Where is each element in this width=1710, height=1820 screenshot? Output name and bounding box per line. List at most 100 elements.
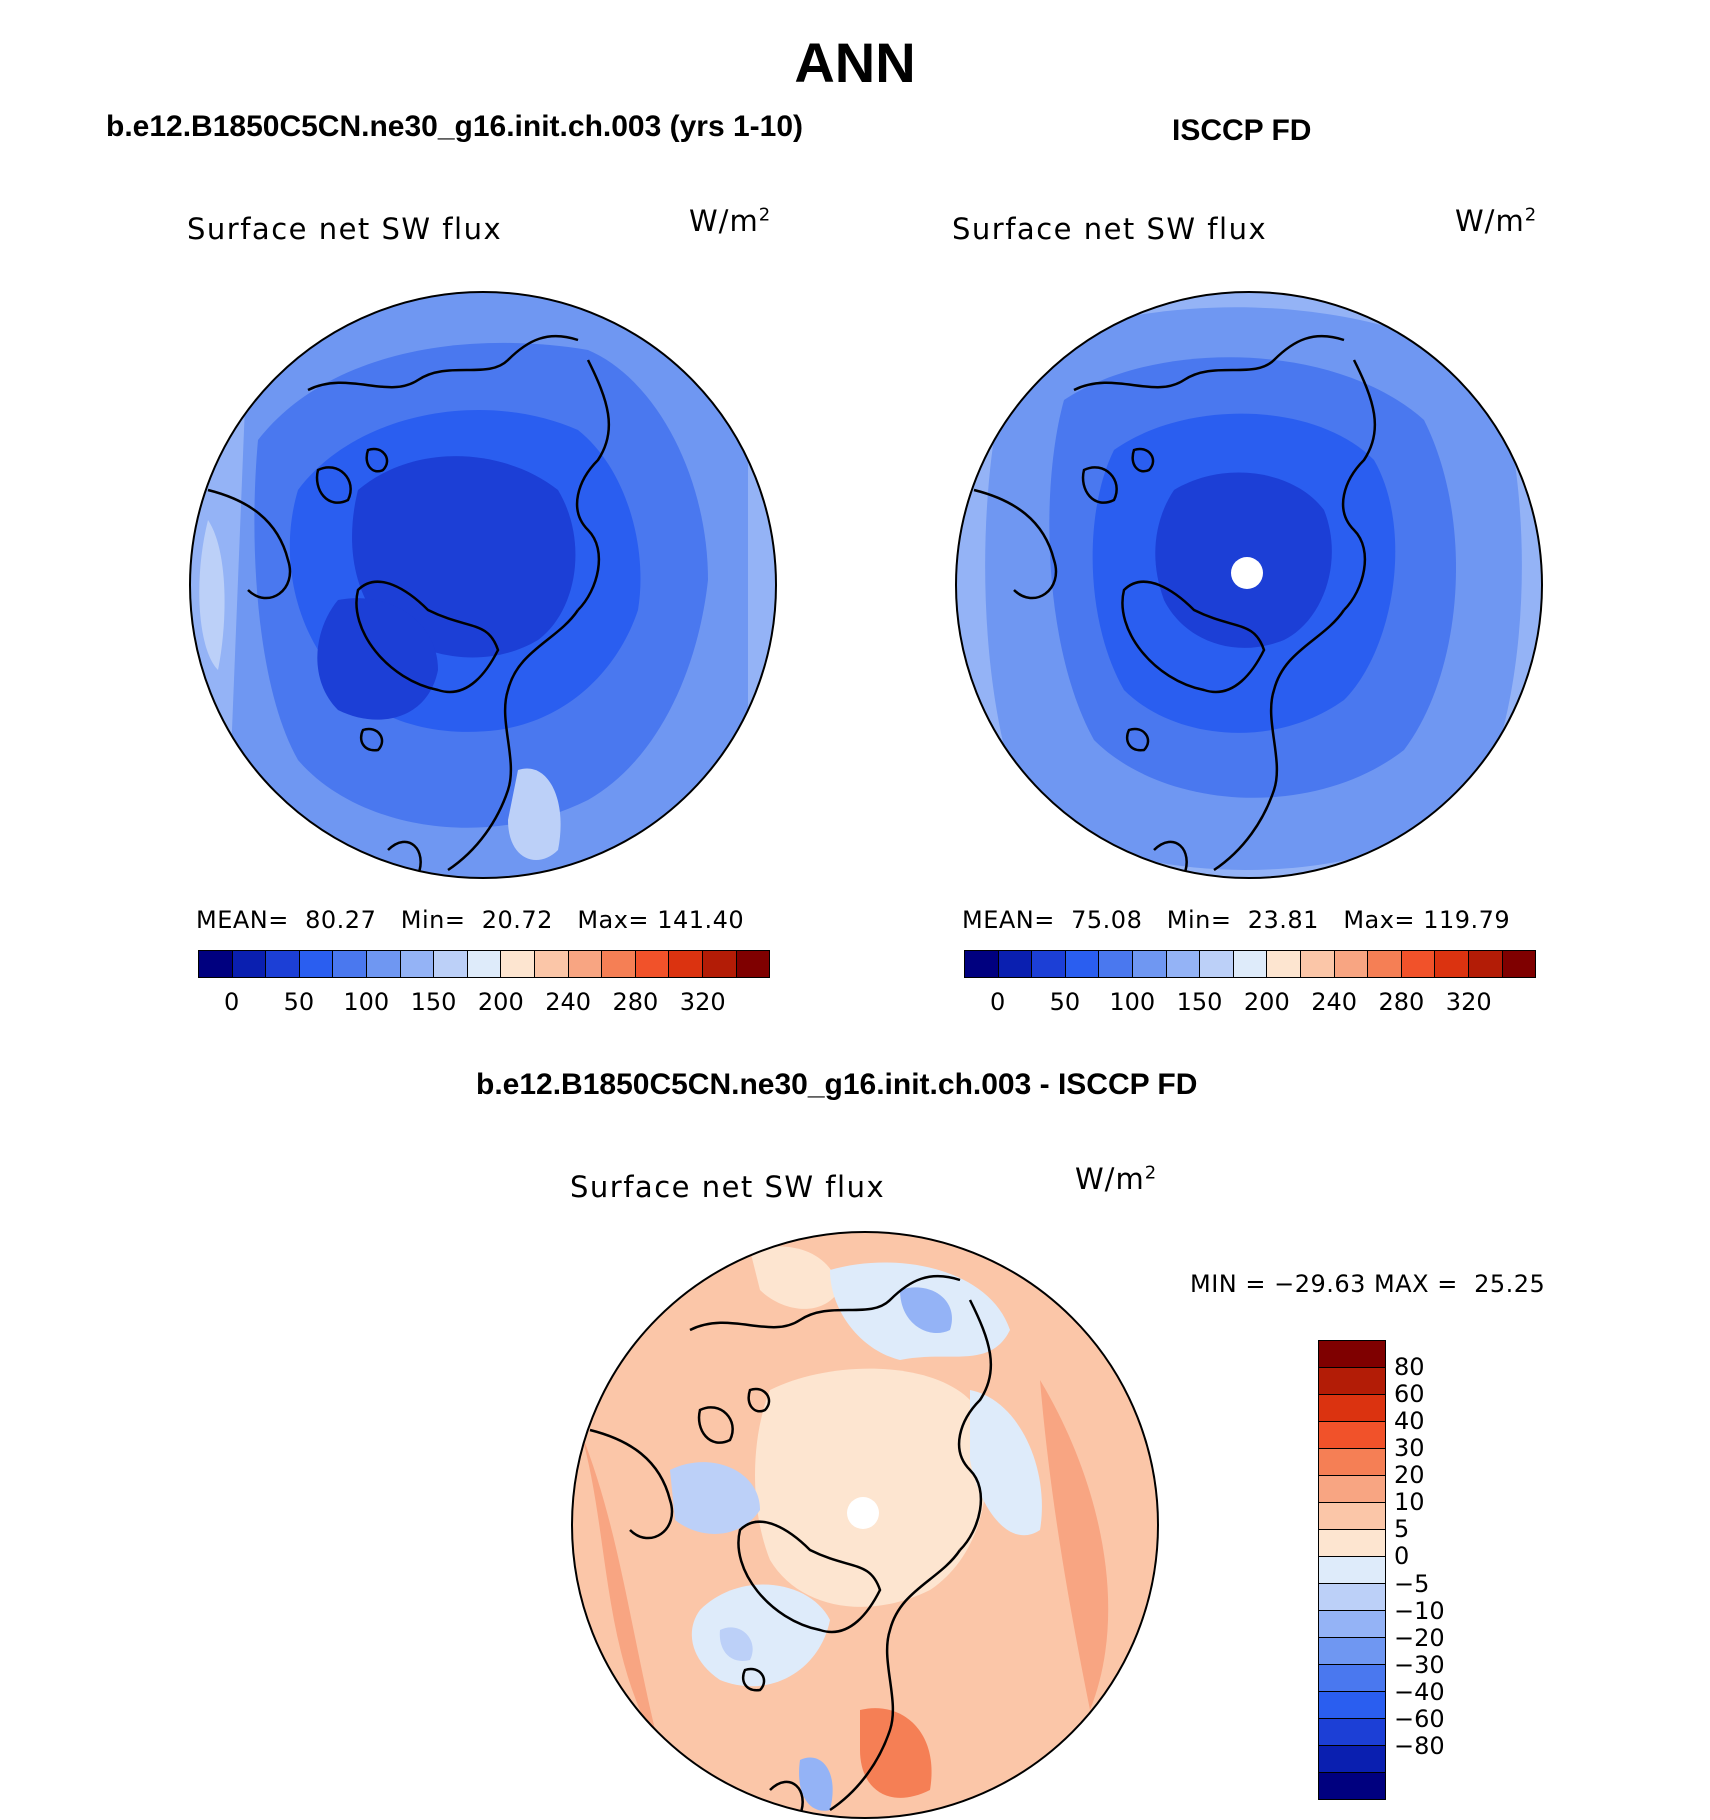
panel3-case-title: b.e12.B1850C5CN.ne30_g16.init.ch.003 - I… <box>476 1068 1198 1101</box>
panel1-colorbar-tick-label: 0 <box>224 988 240 1016</box>
panel1-colorbar-swatch <box>669 951 703 977</box>
panel1-colorbar-swatch <box>736 951 770 977</box>
panel2-colorbar <box>964 950 1536 978</box>
panel2-variable-label: Surface net SW flux <box>952 212 1268 246</box>
panel3-colorbar-swatch <box>1319 1449 1385 1476</box>
panel2-colorbar-tick-label: 50 <box>1049 988 1081 1016</box>
panel2-colorbar-swatch <box>1032 951 1066 977</box>
panel2-colorbar-tick-label: 240 <box>1311 988 1358 1016</box>
panel1-colorbar-tick-label: 50 <box>283 988 315 1016</box>
panel1-colorbar-swatch <box>266 951 300 977</box>
panel2-colorbar-swatch <box>1267 951 1301 977</box>
panel3-colorbar-tick-label: 10 <box>1394 1488 1425 1517</box>
panel3-variable-label: Surface net SW flux <box>570 1170 886 1204</box>
panel3-colorbar-tick-label: 30 <box>1394 1434 1425 1463</box>
panel1-case-title: b.e12.B1850C5CN.ne30_g16.init.ch.003 (yr… <box>106 110 804 143</box>
panel3-colorbar-tick-label: −80 <box>1394 1731 1445 1760</box>
panel2-colorbar-swatch <box>1065 951 1100 977</box>
panel2-colorbar-swatch <box>1401 951 1436 977</box>
panel2-case-title: ISCCP FD <box>1172 114 1312 147</box>
panel3-colorbar-swatch <box>1319 1665 1385 1692</box>
panel3-colorbar-tick-label: −60 <box>1394 1704 1445 1733</box>
panel3-colorbar-swatch <box>1319 1773 1385 1799</box>
panel3-units: W/m2 <box>1075 1162 1158 1196</box>
panel1-colorbar-swatch <box>199 951 233 977</box>
panel2-colorbar-tick-label: 100 <box>1109 988 1156 1016</box>
panel2-colorbar-tick-label: 280 <box>1378 988 1425 1016</box>
panel2-colorbar-swatch <box>998 951 1033 977</box>
panel3-colorbar-swatch <box>1319 1746 1385 1773</box>
panel1-colorbar-swatch <box>232 951 267 977</box>
panel2-colorbar-swatch <box>1300 951 1335 977</box>
panel1-colorbar-swatch <box>400 951 435 977</box>
panel1-colorbar-swatch <box>333 951 367 977</box>
panel2-colorbar-swatch <box>1200 951 1234 977</box>
panel1-colorbar-tick-label: 320 <box>679 988 726 1016</box>
panel2-colorbar-swatch <box>1468 951 1503 977</box>
panel3-colorbar-swatch <box>1319 1341 1385 1368</box>
panel2-colorbar-swatch <box>1334 951 1369 977</box>
panel3-colorbar-swatch <box>1319 1476 1385 1503</box>
panel3-colorbar-swatch <box>1319 1638 1385 1665</box>
panel2-colorbar-ticks: 0 50 100 150 200 240 280 320 <box>964 988 1536 1018</box>
panel3-colorbar-tick-label: 80 <box>1394 1353 1425 1382</box>
panel3-colorbar-tick-label: 0 <box>1394 1542 1410 1571</box>
panel3-colorbar-swatch <box>1319 1422 1385 1449</box>
panel3-colorbar-swatch <box>1319 1611 1385 1638</box>
panel2-colorbar-swatch <box>1368 951 1402 977</box>
panel3-colorbar-tick-label: −30 <box>1394 1650 1445 1679</box>
panel3-colorbar-tick-label: −20 <box>1394 1623 1445 1652</box>
panel2-colorbar-swatch <box>1132 951 1167 977</box>
panel2-colorbar-tick-label: 0 <box>990 988 1006 1016</box>
panel3-minmax: MIN = −29.63 MAX = 25.25 <box>1190 1270 1546 1298</box>
panel2-colorbar-tick-label: 320 <box>1445 988 1492 1016</box>
panel1-colorbar-tick-label: 240 <box>545 988 592 1016</box>
panel2-colorbar-swatch <box>965 951 999 977</box>
panel2-colorbar-swatch <box>1099 951 1133 977</box>
panel3-colorbar-tick-label: −5 <box>1394 1569 1430 1598</box>
panel2-colorbar-tick-label: 150 <box>1176 988 1223 1016</box>
panel3-colorbar-swatch <box>1319 1719 1385 1746</box>
panel1-colorbar-swatch <box>602 951 636 977</box>
panel1-colorbar-tick-label: 100 <box>343 988 390 1016</box>
panel1-colorbar-swatch <box>366 951 401 977</box>
panel1-stats: MEAN= 80.27 Min= 20.72 Max= 141.40 <box>196 906 745 934</box>
panel1-variable-label: Surface net SW flux <box>187 212 503 246</box>
panel3-colorbar-tick-label: 60 <box>1394 1380 1425 1409</box>
panel2-colorbar-tick-label: 200 <box>1243 988 1290 1016</box>
panel2-colorbar-swatch <box>1233 951 1268 977</box>
panel3-colorbar-ticks: 80 60 40 30 20 10 5 0 −5 −10 −20 −30 −40 −60 −80 <box>1394 1340 1474 1800</box>
panel2-colorbar-swatch <box>1502 951 1536 977</box>
panel1-colorbar-swatch <box>299 951 334 977</box>
panel2-polar-map <box>955 291 1543 879</box>
panel3-colorbar-tick-label: −40 <box>1394 1677 1445 1706</box>
panel1-colorbar-swatch <box>434 951 468 977</box>
panel3-colorbar-swatch <box>1319 1692 1385 1719</box>
panel1-polar-map <box>189 291 777 879</box>
panel3-colorbar-swatch <box>1319 1557 1385 1584</box>
panel1-colorbar <box>198 950 770 978</box>
panel1-colorbar-tick-label: 280 <box>612 988 659 1016</box>
panel1-colorbar-swatch <box>501 951 535 977</box>
panel3-colorbar-swatch <box>1319 1395 1385 1422</box>
panel3-colorbar-swatch <box>1319 1584 1385 1611</box>
panel2-colorbar-swatch <box>1166 951 1201 977</box>
panel1-colorbar-swatch <box>635 951 670 977</box>
panel3-colorbar-swatch <box>1319 1503 1385 1530</box>
panel1-colorbar-tick-label: 200 <box>477 988 524 1016</box>
panel2-units: W/m2 <box>1455 204 1538 238</box>
panel3-colorbar-tick-label: 5 <box>1394 1515 1410 1544</box>
figure-title: ANN <box>794 31 916 94</box>
panel3-colorbar-swatch <box>1319 1530 1385 1557</box>
panel1-units: W/m2 <box>689 204 772 238</box>
panel1-colorbar-tick-label: 150 <box>410 988 457 1016</box>
panel1-colorbar-swatch <box>568 951 603 977</box>
panel2-colorbar-swatch <box>1435 951 1469 977</box>
panel3-colorbar-tick-label: 20 <box>1394 1461 1425 1490</box>
panel3-colorbar-swatch <box>1319 1368 1385 1395</box>
panel3-colorbar-tick-label: −10 <box>1394 1596 1445 1625</box>
panel2-stats: MEAN= 75.08 Min= 23.81 Max= 119.79 <box>962 906 1511 934</box>
panel1-colorbar-swatch <box>702 951 737 977</box>
panel3-colorbar <box>1318 1340 1386 1800</box>
panel3-polar-map <box>571 1231 1159 1819</box>
